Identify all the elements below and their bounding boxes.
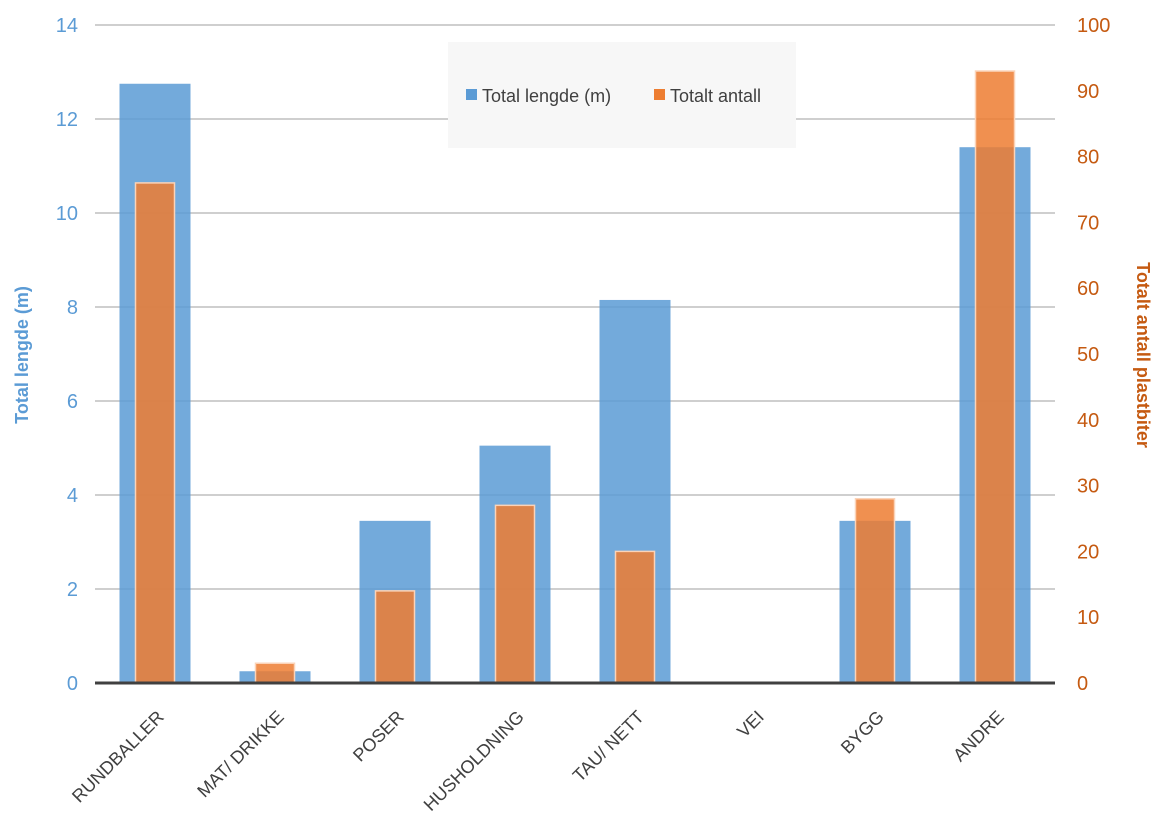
bar-totalt-antall (134, 182, 176, 684)
y-left-tick-label: 12 (56, 109, 78, 131)
y-axis-right-ticks: 0 10 20 30 40 50 60 70 80 90 100 (1077, 15, 1110, 695)
bar-totalt-antall (374, 590, 416, 684)
y-axis-left-title: Total lengde (m) (12, 286, 32, 424)
y-right-tick-label: 90 (1077, 81, 1099, 103)
legend: Total lengde (m) Totalt antall (448, 42, 796, 148)
bar-totalt-antall (854, 498, 896, 684)
legend-swatch-total-lengde (466, 89, 477, 100)
y-left-tick-label: 8 (67, 297, 78, 319)
y-right-tick-label: 60 (1077, 278, 1099, 300)
y-left-tick-label: 14 (56, 15, 78, 37)
legend-label-total-lengde: Total lengde (m) (482, 86, 611, 106)
bar-totalt-antall (254, 662, 296, 684)
x-category-label: BYGG (837, 707, 888, 758)
x-category-label: MAT/ DRIKKE (193, 707, 288, 802)
y-left-tick-label: 6 (67, 391, 78, 413)
y-right-tick-label: 50 (1077, 344, 1099, 366)
y-right-tick-label: 30 (1077, 476, 1099, 498)
y-left-tick-label: 2 (67, 579, 78, 601)
x-category-label: HUSHOLDNING (420, 707, 528, 815)
y-right-tick-label: 80 (1077, 147, 1099, 169)
y-axis-left-ticks: 0 2 4 6 8 10 12 14 (56, 15, 78, 695)
x-category-label: TAU/ NETT (569, 707, 648, 786)
y-right-tick-label: 0 (1077, 673, 1088, 695)
bar-totalt-antall (974, 70, 1016, 684)
y-left-tick-label: 0 (67, 673, 78, 695)
bar-totalt-antall (614, 550, 656, 684)
y-right-tick-label: 20 (1077, 541, 1099, 563)
y-left-tick-label: 10 (56, 203, 78, 225)
x-category-label: ANDRE (949, 707, 1008, 766)
y-left-tick-label: 4 (67, 485, 78, 507)
series-totalt-antall (134, 70, 1016, 684)
x-category-label: RUNDBALLER (68, 707, 168, 807)
y-right-tick-label: 100 (1077, 15, 1110, 37)
x-axis-category-labels: RUNDBALLER MAT/ DRIKKE POSER HUSHOLDNING TAU… (68, 707, 1008, 815)
legend-label-totalt-antall: Totalt antall (670, 86, 761, 106)
bar-totalt-antall (494, 504, 536, 684)
x-category-label: POSER (349, 707, 408, 766)
y-axis-right-title: Totalt antall plastbiter (1133, 262, 1153, 448)
legend-background (448, 42, 796, 148)
y-right-tick-label: 10 (1077, 607, 1099, 629)
y-right-tick-label: 70 (1077, 212, 1099, 234)
y-right-tick-label: 40 (1077, 410, 1099, 432)
legend-swatch-totalt-antall (654, 89, 665, 100)
x-category-label: VEI (733, 707, 768, 742)
